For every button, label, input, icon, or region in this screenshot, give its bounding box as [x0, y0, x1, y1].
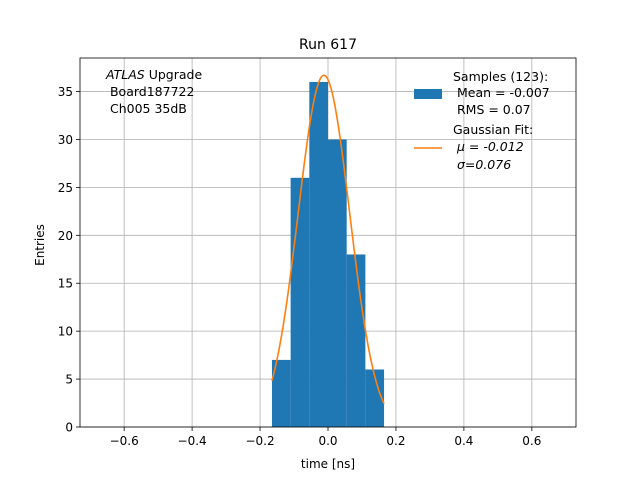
histogram-bar: [290, 177, 310, 427]
annotation-upgrade: Upgrade: [145, 67, 203, 82]
x-tick-label: −0.2: [245, 434, 274, 448]
y-tick-label: 35: [58, 85, 73, 99]
legend-fit-line-2: μ = -0.012: [453, 139, 524, 154]
y-axis-label: Entries: [33, 224, 47, 266]
legend: Samples (123): Mean = -0.007 RMS = 0.07 …: [414, 69, 550, 172]
svg-text:ATLAS Upgrade: ATLAS Upgrade: [105, 67, 202, 82]
y-tick-label: 25: [58, 181, 73, 195]
y-tick-label: 0: [65, 421, 73, 435]
x-tick-label: −0.6: [110, 434, 139, 448]
y-tick-label: 10: [58, 325, 73, 339]
x-axis-label: time [ns]: [301, 457, 355, 471]
x-tick-label: 0.2: [386, 434, 405, 448]
legend-samples-line-1: Samples (123):: [453, 69, 548, 84]
x-tick-label: −0.4: [178, 434, 207, 448]
x-tick-label: 0.0: [318, 434, 337, 448]
legend-samples-line-3: RMS = 0.07: [453, 102, 531, 117]
legend-samples-line-2: Mean = -0.007: [453, 85, 550, 100]
y-tick-label: 20: [58, 229, 73, 243]
histogram-bar: [328, 139, 347, 427]
atlas-annotation: ATLAS Upgrade Board187722 Ch005 35dB: [105, 67, 202, 116]
annotation-atlas: ATLAS: [105, 67, 145, 82]
legend-samples-swatch: [414, 89, 442, 99]
x-tick-label: 0.6: [522, 434, 541, 448]
histogram-bar: [271, 359, 291, 427]
histogram-bar: [309, 81, 328, 428]
x-tick-label: 0.4: [454, 434, 473, 448]
gaussian-fit: [271, 74, 385, 404]
annotation-board: Board187722: [106, 84, 194, 99]
chart-title: Run 617: [299, 37, 357, 53]
gaussian-fit-curve: [271, 74, 385, 404]
legend-fit-line-3: σ=0.076: [453, 157, 511, 172]
y-tick-label: 30: [58, 133, 73, 147]
axis-ticks: −0.6 −0.4 −0.2 0.0 0.2 0.4 0.6 0 5 10 15 20 25 30 35: [58, 85, 542, 448]
histogram-bar: [365, 369, 385, 427]
y-tick-label: 5: [65, 373, 73, 387]
legend-fit-line-1: Gaussian Fit:: [453, 122, 533, 137]
y-tick-label: 15: [58, 277, 73, 291]
histogram-bar: [346, 254, 366, 427]
annotation-channel: Ch005 35dB: [106, 101, 187, 116]
